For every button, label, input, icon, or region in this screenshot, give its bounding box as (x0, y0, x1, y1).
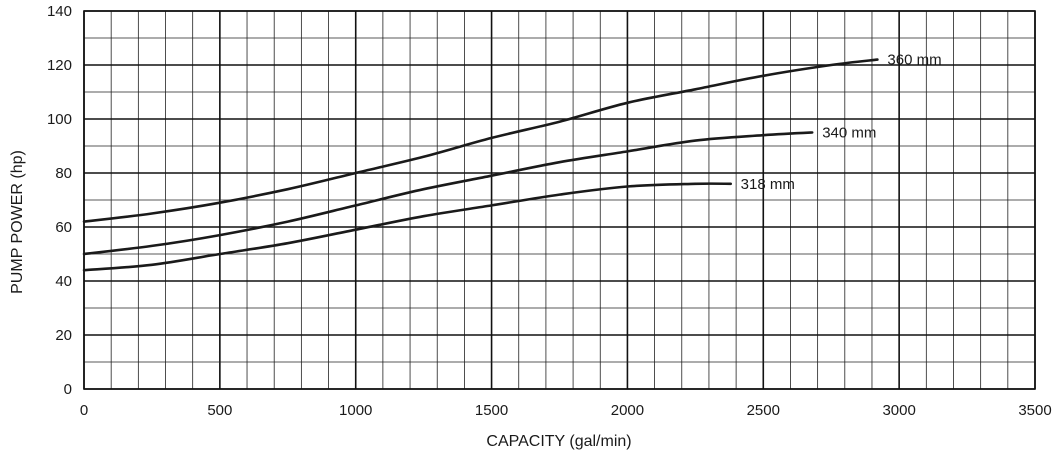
y-tick-label: 140 (47, 3, 72, 20)
x-tick-label: 1500 (475, 402, 508, 419)
grid (83, 10, 1036, 390)
x-tick-label: 2500 (747, 402, 780, 419)
y-tick-label: 120 (47, 57, 72, 74)
series-line (82, 131, 814, 256)
series-label: 340 mm (822, 125, 876, 142)
x-tick-label: 1000 (339, 402, 372, 419)
x-axis-title: CAPACITY (gal/min) (486, 433, 631, 450)
y-tick-label: 80 (55, 165, 72, 182)
y-tick-label: 40 (55, 273, 72, 290)
x-tick-label: 2000 (611, 402, 644, 419)
y-tick-label: 100 (47, 111, 72, 128)
y-tick-label: 60 (55, 219, 72, 236)
series-line (82, 58, 879, 223)
series-line (82, 182, 732, 272)
plot-frame (83, 10, 1036, 390)
y-axis-title: PUMP POWER (hp) (9, 150, 26, 294)
x-tick-label: 0 (80, 402, 88, 419)
series-label: 360 mm (887, 52, 941, 69)
tick-labels: 0 500 1000 1500 2000 2500 3000 3500 0 20 40 60 80 100… (47, 3, 1052, 419)
x-tick-label: 500 (207, 402, 232, 419)
series-label: 318 mm (741, 176, 795, 193)
y-tick-label: 0 (64, 381, 72, 398)
x-tick-label: 3500 (1018, 402, 1051, 419)
x-tick-label: 3000 (882, 402, 915, 419)
y-tick-label: 20 (55, 327, 72, 344)
curves (82, 58, 879, 272)
